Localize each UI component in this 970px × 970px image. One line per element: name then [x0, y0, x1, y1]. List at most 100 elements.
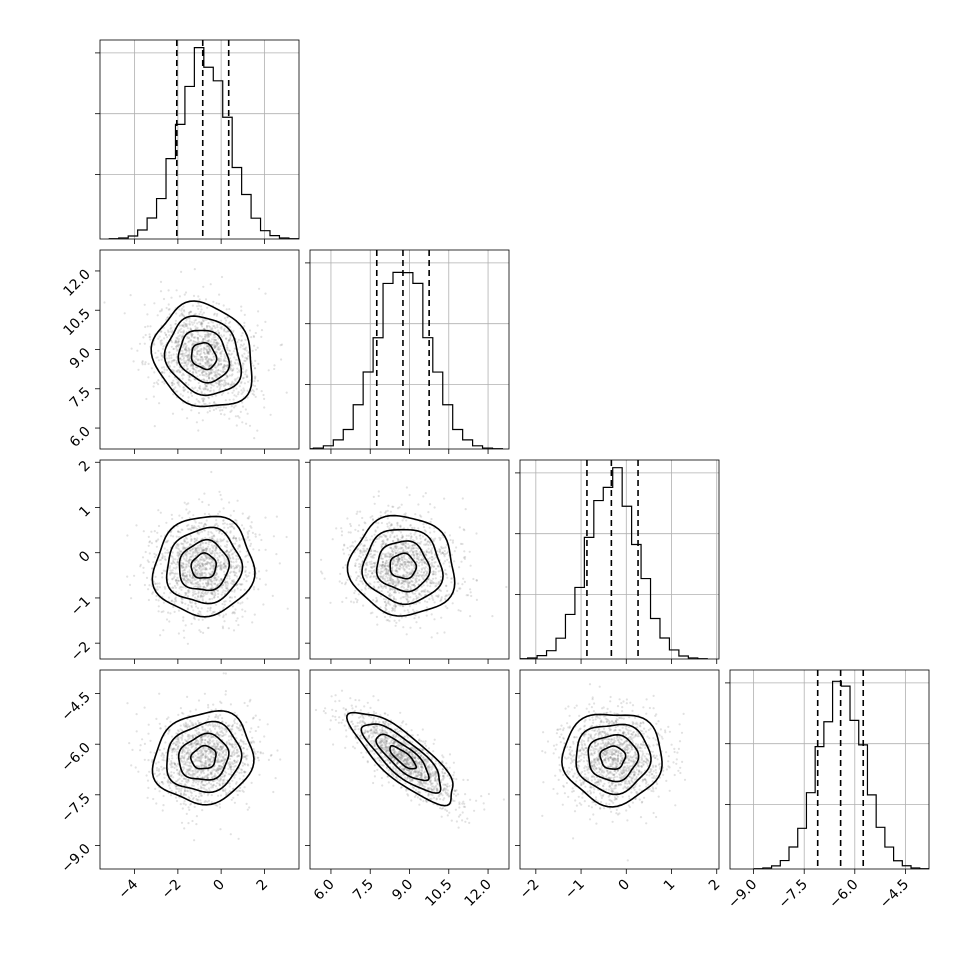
sample-point: [193, 540, 196, 543]
sample-point: [410, 579, 413, 583]
panel-frame: [99, 459, 300, 660]
sample-point: [392, 539, 395, 543]
sample-point: [218, 579, 221, 582]
sample-point: [209, 551, 212, 554]
sample-point: [198, 386, 201, 389]
sample-point: [443, 631, 446, 634]
sample-point: [186, 608, 189, 611]
sample-point: [387, 555, 390, 558]
sample-point: [394, 591, 397, 594]
sample-point: [420, 590, 423, 593]
sample-point: [372, 585, 375, 588]
sample-point: [439, 537, 442, 540]
sample-point: [197, 699, 201, 702]
sample-point: [202, 370, 205, 373]
sample-point: [420, 575, 423, 578]
sample-point: [194, 526, 197, 529]
sample-point: [369, 563, 372, 566]
sample-point: [229, 596, 232, 599]
sample-point: [198, 354, 201, 357]
sample-point: [186, 595, 190, 598]
sample-point: [196, 375, 199, 378]
sample-point: [219, 566, 222, 569]
sample-point: [204, 347, 207, 350]
sample-point: [354, 597, 357, 600]
sample-point: [235, 743, 238, 746]
sample-point: [178, 514, 181, 517]
sample-point: [126, 534, 129, 537]
sample-point: [206, 351, 210, 354]
sample-point: [159, 352, 163, 355]
sample-point: [174, 340, 178, 343]
sample-point: [188, 311, 191, 314]
sample-point: [187, 348, 191, 351]
sample-point: [399, 525, 402, 528]
sample-point: [146, 325, 149, 328]
sample-point: [421, 561, 424, 564]
sample-point: [407, 534, 410, 537]
sample-point: [421, 535, 425, 538]
sample-point: [162, 601, 165, 604]
sample-point: [210, 552, 213, 555]
sample-point: [362, 553, 365, 557]
sample-point: [190, 543, 193, 547]
sample-point: [176, 344, 179, 347]
sample-point: [160, 535, 163, 538]
sample-point: [194, 567, 197, 571]
sample-point: [219, 730, 222, 734]
sample-point: [203, 529, 206, 532]
sample-point: [175, 347, 178, 350]
sample-point: [178, 552, 181, 556]
sample-point: [223, 358, 226, 361]
sample-point: [232, 579, 235, 582]
sample-point: [180, 564, 183, 567]
sample-point: [387, 565, 390, 568]
sample-point: [386, 561, 389, 564]
sample-point: [258, 533, 261, 536]
sample-point: [197, 613, 200, 616]
sample-point: [157, 359, 160, 362]
sample-point: [203, 374, 206, 377]
sample-point: [186, 367, 189, 370]
sample-point: [195, 357, 198, 360]
sample-point: [218, 530, 221, 533]
sample-point: [429, 585, 432, 588]
sample-point: [229, 320, 232, 324]
sample-point: [196, 581, 199, 584]
sample-point: [243, 325, 246, 328]
sample-point: [167, 289, 170, 292]
sample-point: [391, 532, 394, 535]
sample-point: [359, 550, 362, 553]
sample-point: [207, 345, 210, 348]
sample-point: [450, 581, 453, 584]
sample-point: [245, 554, 248, 557]
sample-point: [189, 328, 192, 331]
sample-point: [397, 567, 400, 570]
sample-point: [222, 370, 226, 374]
sample-point: [201, 356, 204, 359]
sample-point: [242, 740, 245, 743]
sample-point: [203, 392, 206, 395]
sample-point: [396, 578, 399, 581]
sample-point: [168, 364, 171, 367]
sample-point: [167, 361, 170, 364]
sample-point: [209, 587, 213, 590]
sample-point: [141, 360, 144, 363]
sample-point: [194, 554, 197, 558]
sample-point: [215, 344, 219, 347]
sample-point: [188, 376, 191, 379]
sample-point: [228, 398, 231, 401]
sample-point: [372, 565, 375, 568]
sample-point: [200, 321, 203, 324]
sample-point: [204, 363, 207, 366]
sample-point: [224, 377, 227, 380]
sample-point: [242, 343, 246, 346]
sample-point: [418, 534, 421, 537]
sample-point: [238, 565, 241, 568]
sample-point: [178, 592, 181, 595]
sample-point: [197, 559, 200, 563]
sample-point: [205, 547, 208, 550]
sample-point: [197, 411, 201, 415]
sample-point: [201, 419, 204, 422]
sample-point: [208, 758, 211, 761]
